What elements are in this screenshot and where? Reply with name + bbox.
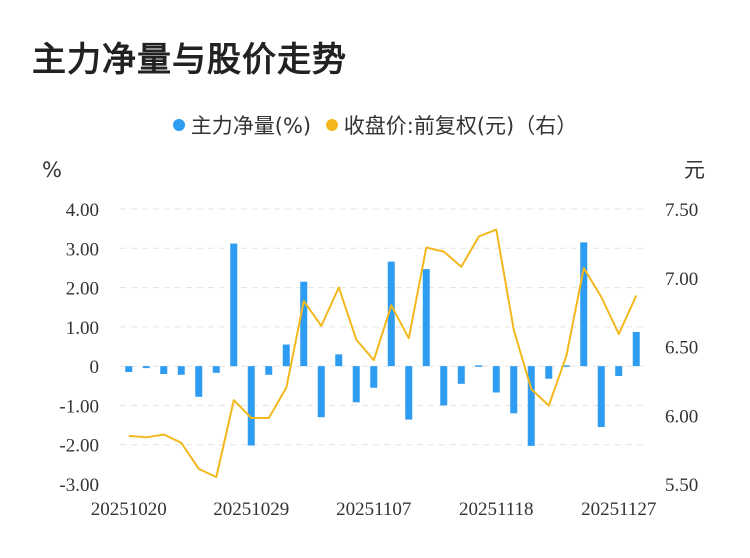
left-tick-label: 4.00 [66,200,99,221]
grid-lines [120,208,645,446]
legend-label-net-volume: 主力净量(%) [190,114,312,138]
net-volume-bar [160,366,168,374]
net-volume-bar [387,261,395,367]
net-volume-bar [632,331,640,367]
net-volume-bar [545,366,553,379]
net-volume-bar [142,366,150,369]
net-volume-bar [527,366,535,446]
close-price-line-group [128,228,638,479]
right-tick-label: 6.50 [665,338,698,359]
right-tick-label: 7.50 [665,200,698,221]
left-tick-label: -3.00 [59,475,99,496]
left-tick-label: 0 [90,357,100,378]
x-tick-label: 20251029 [213,499,289,520]
net-volume-bar [475,365,483,367]
net-volume-bar [370,366,378,388]
right-axis-unit: 元 [684,158,705,182]
net-volume-bar [597,366,605,428]
x-tick-label: 20251020 [91,499,167,520]
net-volume-bar [457,366,465,384]
net-volume-bar [247,366,255,446]
right-tick-label: 5.50 [665,475,698,496]
legend-swatch-net-volume [172,119,185,131]
net-volume-bar [212,366,220,373]
net-volume-bar [580,242,588,367]
x-tick-label: 20251118 [459,499,534,520]
right-tick-label: 7.00 [665,269,698,290]
net-volume-bar [300,281,308,367]
left-tick-label: -1.00 [59,396,99,417]
chart-title: 主力净量与股价走势 [32,40,347,80]
legend-item-close-price[interactable]: 收盘价:前复权(元)（右） [325,110,578,140]
left-axis-ticks: 4.00 3.00 2.00 1.00 0 -1.00 -2.00 -3.00 [59,200,99,496]
net-volume-bar [510,366,518,414]
net-volume-bar [317,366,325,418]
net-volume-bars [125,242,640,446]
net-volume-bar [195,366,203,397]
net-volume-bar [422,269,430,367]
left-axis-unit: % [42,158,62,182]
legend-swatch-close-price [325,119,338,131]
legend-label-close-price: 收盘价:前复权(元)（右） [343,114,578,138]
left-tick-label: 3.00 [66,239,99,260]
x-tick-label: 20251127 [581,499,656,520]
net-volume-bar [230,243,238,367]
legend: 主力净量(%) 收盘价:前复权(元)（右） [0,110,750,140]
net-volume-bar [405,366,413,420]
x-tick-label: 20251107 [336,499,411,520]
net-volume-bar [125,366,133,373]
left-tick-label: 1.00 [66,318,99,339]
close-price-line [128,228,638,479]
right-tick-label: 6.00 [665,406,698,427]
net-volume-bar [335,354,343,367]
right-axis-ticks: 7.50 7.00 6.50 6.00 5.50 [665,200,698,496]
net-volume-bar [562,365,570,367]
left-tick-label: 2.00 [66,279,99,300]
x-axis-ticks: 20251020 20251029 20251107 20251118 20251127 [91,499,657,520]
net-volume-bar [177,366,185,375]
net-volume-bar [492,366,500,393]
legend-item-net-volume[interactable]: 主力净量(%) [172,110,312,140]
net-volume-bar [440,366,448,406]
left-tick-label: -2.00 [59,436,99,457]
net-volume-bar [282,344,290,367]
net-volume-bar [615,366,623,376]
net-volume-bar [352,366,360,403]
net-volume-bar [265,366,273,375]
